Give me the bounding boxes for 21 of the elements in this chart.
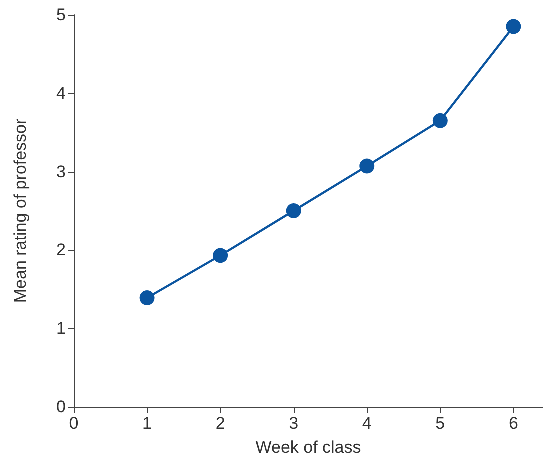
point xyxy=(213,248,228,264)
point xyxy=(140,290,155,306)
point xyxy=(286,204,302,218)
x-tick-label: 3 xyxy=(289,414,299,433)
y-tick-label: 5 xyxy=(56,6,66,24)
y-tick-label: 1 xyxy=(56,319,66,338)
x-tick-label: 2 xyxy=(216,414,226,433)
x-tick-label: 6 xyxy=(508,414,518,433)
x-tick-label: 4 xyxy=(362,414,372,433)
x-tick-label: 1 xyxy=(142,414,152,433)
y-axis-title: Mean rating of professor xyxy=(11,118,30,304)
point xyxy=(432,113,448,128)
y-tick-label: 3 xyxy=(56,162,66,182)
y-tick-label: 2 xyxy=(56,240,66,260)
y-tick-label: 0 xyxy=(56,398,66,416)
x-tick-label: 5 xyxy=(436,414,446,433)
x-axis-title: Week of class xyxy=(256,438,362,457)
x-tick-label: 0 xyxy=(69,414,79,433)
point xyxy=(360,158,375,174)
point xyxy=(506,19,522,34)
y-tick-label: 4 xyxy=(56,84,66,103)
